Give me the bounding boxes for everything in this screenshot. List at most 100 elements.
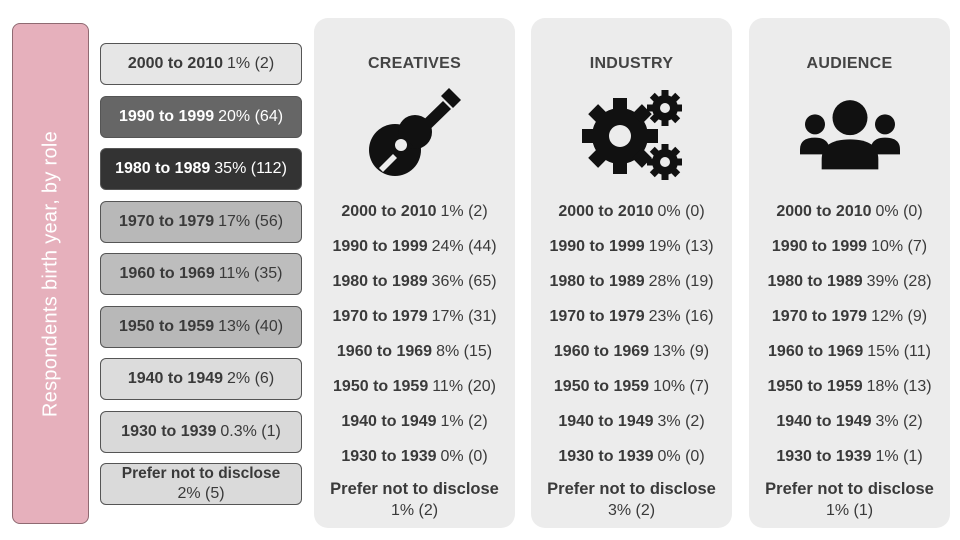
age-group-label: 1970 to 1979 xyxy=(771,307,868,325)
age-group-row: 1950 to 1959 13% (40) xyxy=(100,305,302,348)
age-group-value: 8% (15) xyxy=(436,342,493,360)
gears-icon xyxy=(581,88,682,184)
age-group-value: 0.3% (1) xyxy=(220,422,281,440)
age-group-label: 2000 to 2010 xyxy=(341,202,437,220)
age-group-row: 1960 to 1969 15% (11) xyxy=(749,334,950,369)
age-group-row: 1990 to 1999 19% (13) xyxy=(531,229,732,264)
age-group-label: 1960 to 1969 xyxy=(336,342,433,360)
age-group-value: 3% (2) xyxy=(657,412,705,430)
age-group-row: 1990 to 1999 24% (44) xyxy=(314,229,515,264)
age-group-label: Prefer not to disclose xyxy=(765,480,934,498)
age-group-row: Prefer not to disclose 1% (1) xyxy=(749,477,950,523)
age-group-row: 1980 to 1989 28% (19) xyxy=(531,264,732,299)
side-label: Respondents birth year, by role xyxy=(12,23,89,524)
age-group-row: 1950 to 1959 11% (20) xyxy=(314,369,515,404)
age-group-value: 20% (64) xyxy=(218,107,284,125)
age-group-row: 1970 to 1979 23% (16) xyxy=(531,299,732,334)
age-group-label: 1970 to 1979 xyxy=(118,212,215,230)
age-group-label: 1930 to 1939 xyxy=(121,422,217,440)
role-rows: 2000 to 2010 1% (2) 1990 to 1999 24% (44) 19… xyxy=(314,194,515,523)
age-group-label: 1930 to 1939 xyxy=(341,447,437,465)
age-group-value: 1% (1) xyxy=(875,447,923,465)
age-group-row: 1940 to 1949 1% (2) xyxy=(314,404,515,439)
age-group-label: 1990 to 1999 xyxy=(118,107,215,125)
age-group-value: 23% (16) xyxy=(648,307,714,325)
age-group-label: Prefer not to disclose xyxy=(121,465,281,482)
age-group-label: Prefer not to disclose xyxy=(547,480,716,498)
age-group-label: 1980 to 1989 xyxy=(767,272,863,290)
age-group-value: 0% (0) xyxy=(657,202,705,220)
age-group-row: 1930 to 1939 1% (1) xyxy=(749,439,950,474)
age-group-value: 1% (2) xyxy=(390,502,439,519)
age-group-label: 1950 to 1959 xyxy=(333,377,429,395)
age-group-row: 1980 to 1989 39% (28) xyxy=(749,264,950,299)
age-group-row: Prefer not to disclose 1% (2) xyxy=(314,477,515,523)
age-group-row: 2000 to 2010 1% (2) xyxy=(314,194,515,229)
age-group-value: 18% (13) xyxy=(866,377,932,395)
age-group-row: 1950 to 1959 10% (7) xyxy=(531,369,732,404)
age-group-value: 11% (20) xyxy=(432,377,496,395)
age-group-label: 1990 to 1999 xyxy=(771,237,868,255)
age-group-row: 1960 to 1969 11% (35) xyxy=(100,253,302,295)
side-label-text: Respondents birth year, by role xyxy=(39,130,61,417)
guitar-icon xyxy=(365,88,465,184)
users-icon xyxy=(799,88,900,184)
age-group-value: 3% (2) xyxy=(875,412,923,430)
age-group-value: 10% (7) xyxy=(871,237,928,255)
age-group-value: 35% (112) xyxy=(214,160,287,177)
age-group-row: 1980 to 1989 35% (112) xyxy=(100,148,302,190)
role-rows: 2000 to 2010 0% (0) 1990 to 1999 19% (13) 19… xyxy=(531,194,732,523)
age-group-value: 13% (40) xyxy=(218,317,284,335)
age-group-row: 1930 to 1939 0% (0) xyxy=(531,439,732,474)
age-group-row: 1930 to 1939 0.3% (1) xyxy=(100,410,302,453)
age-group-row: 2000 to 2010 1% (2) xyxy=(100,43,302,85)
age-group-value: 19% (13) xyxy=(648,237,714,255)
age-group-row: 1930 to 1939 0% (0) xyxy=(314,439,515,474)
age-group-row: 1960 to 1969 13% (9) xyxy=(531,334,732,369)
age-group-value: 1% (2) xyxy=(440,412,488,430)
age-group-value: 0% (0) xyxy=(657,447,705,465)
age-group-label: 1970 to 1979 xyxy=(549,307,645,325)
age-group-row: Prefer not to disclose 2% (5) xyxy=(100,463,302,505)
age-group-label: 2000 to 2010 xyxy=(776,202,872,220)
role-column-creatives: CREATIVES 2000 to 2010 1% (2) 1990 to 1999… xyxy=(314,18,515,528)
age-group-value: 1% (2) xyxy=(227,55,275,72)
age-group-value: 1% (1) xyxy=(825,502,874,519)
age-group-row: 1990 to 1999 10% (7) xyxy=(749,229,950,264)
age-group-label: 1990 to 1999 xyxy=(549,237,645,255)
age-group-value: 15% (11) xyxy=(867,342,931,360)
age-group-label: 1930 to 1939 xyxy=(558,447,654,465)
age-group-value: 28% (19) xyxy=(648,272,714,290)
age-group-value: 2% (5) xyxy=(177,485,225,502)
role-column-audience: AUDIENCE 2000 to 2010 0% (0) 1990 to 1999 1… xyxy=(749,18,950,528)
age-group-row: 1960 to 1969 8% (15) xyxy=(314,334,515,369)
age-group-label: 1980 to 1989 xyxy=(332,272,428,290)
age-group-label: 1960 to 1969 xyxy=(768,342,864,360)
age-group-label: 1990 to 1999 xyxy=(332,237,428,255)
age-group-value: 10% (7) xyxy=(653,377,710,395)
age-group-row: 1940 to 1949 3% (2) xyxy=(531,404,732,439)
age-group-value: 0% (0) xyxy=(440,447,488,465)
age-group-value: 13% (9) xyxy=(653,342,710,360)
age-group-label: Prefer not to disclose xyxy=(330,480,499,498)
age-group-value: 12% (9) xyxy=(871,307,928,325)
age-group-row: 1970 to 1979 17% (31) xyxy=(314,299,515,334)
overall-list: 2000 to 2010 1% (2) 1990 to 1999 20% (64) 19… xyxy=(100,43,302,516)
age-group-row: 1990 to 1999 20% (64) xyxy=(100,95,302,138)
age-group-label: 1960 to 1969 xyxy=(553,342,650,360)
age-group-value: 1% (2) xyxy=(440,202,488,220)
age-group-row: 2000 to 2010 0% (0) xyxy=(749,194,950,229)
role-title: INDUSTRY xyxy=(589,55,674,72)
age-group-label: 1940 to 1949 xyxy=(341,412,437,430)
age-group-value: 11% (35) xyxy=(218,265,283,282)
role-title: CREATIVES xyxy=(367,55,462,72)
age-group-row: 1980 to 1989 36% (65) xyxy=(314,264,515,299)
age-group-value: 0% (0) xyxy=(875,202,923,220)
age-group-row: 1970 to 1979 12% (9) xyxy=(749,299,950,334)
age-group-label: 2000 to 2010 xyxy=(127,55,224,72)
age-group-label: 1960 to 1969 xyxy=(119,265,215,282)
age-group-label: 1940 to 1949 xyxy=(776,412,872,430)
age-group-row: 1950 to 1959 18% (13) xyxy=(749,369,950,404)
role-title: AUDIENCE xyxy=(806,55,893,72)
age-group-label: 1980 to 1989 xyxy=(115,160,211,177)
